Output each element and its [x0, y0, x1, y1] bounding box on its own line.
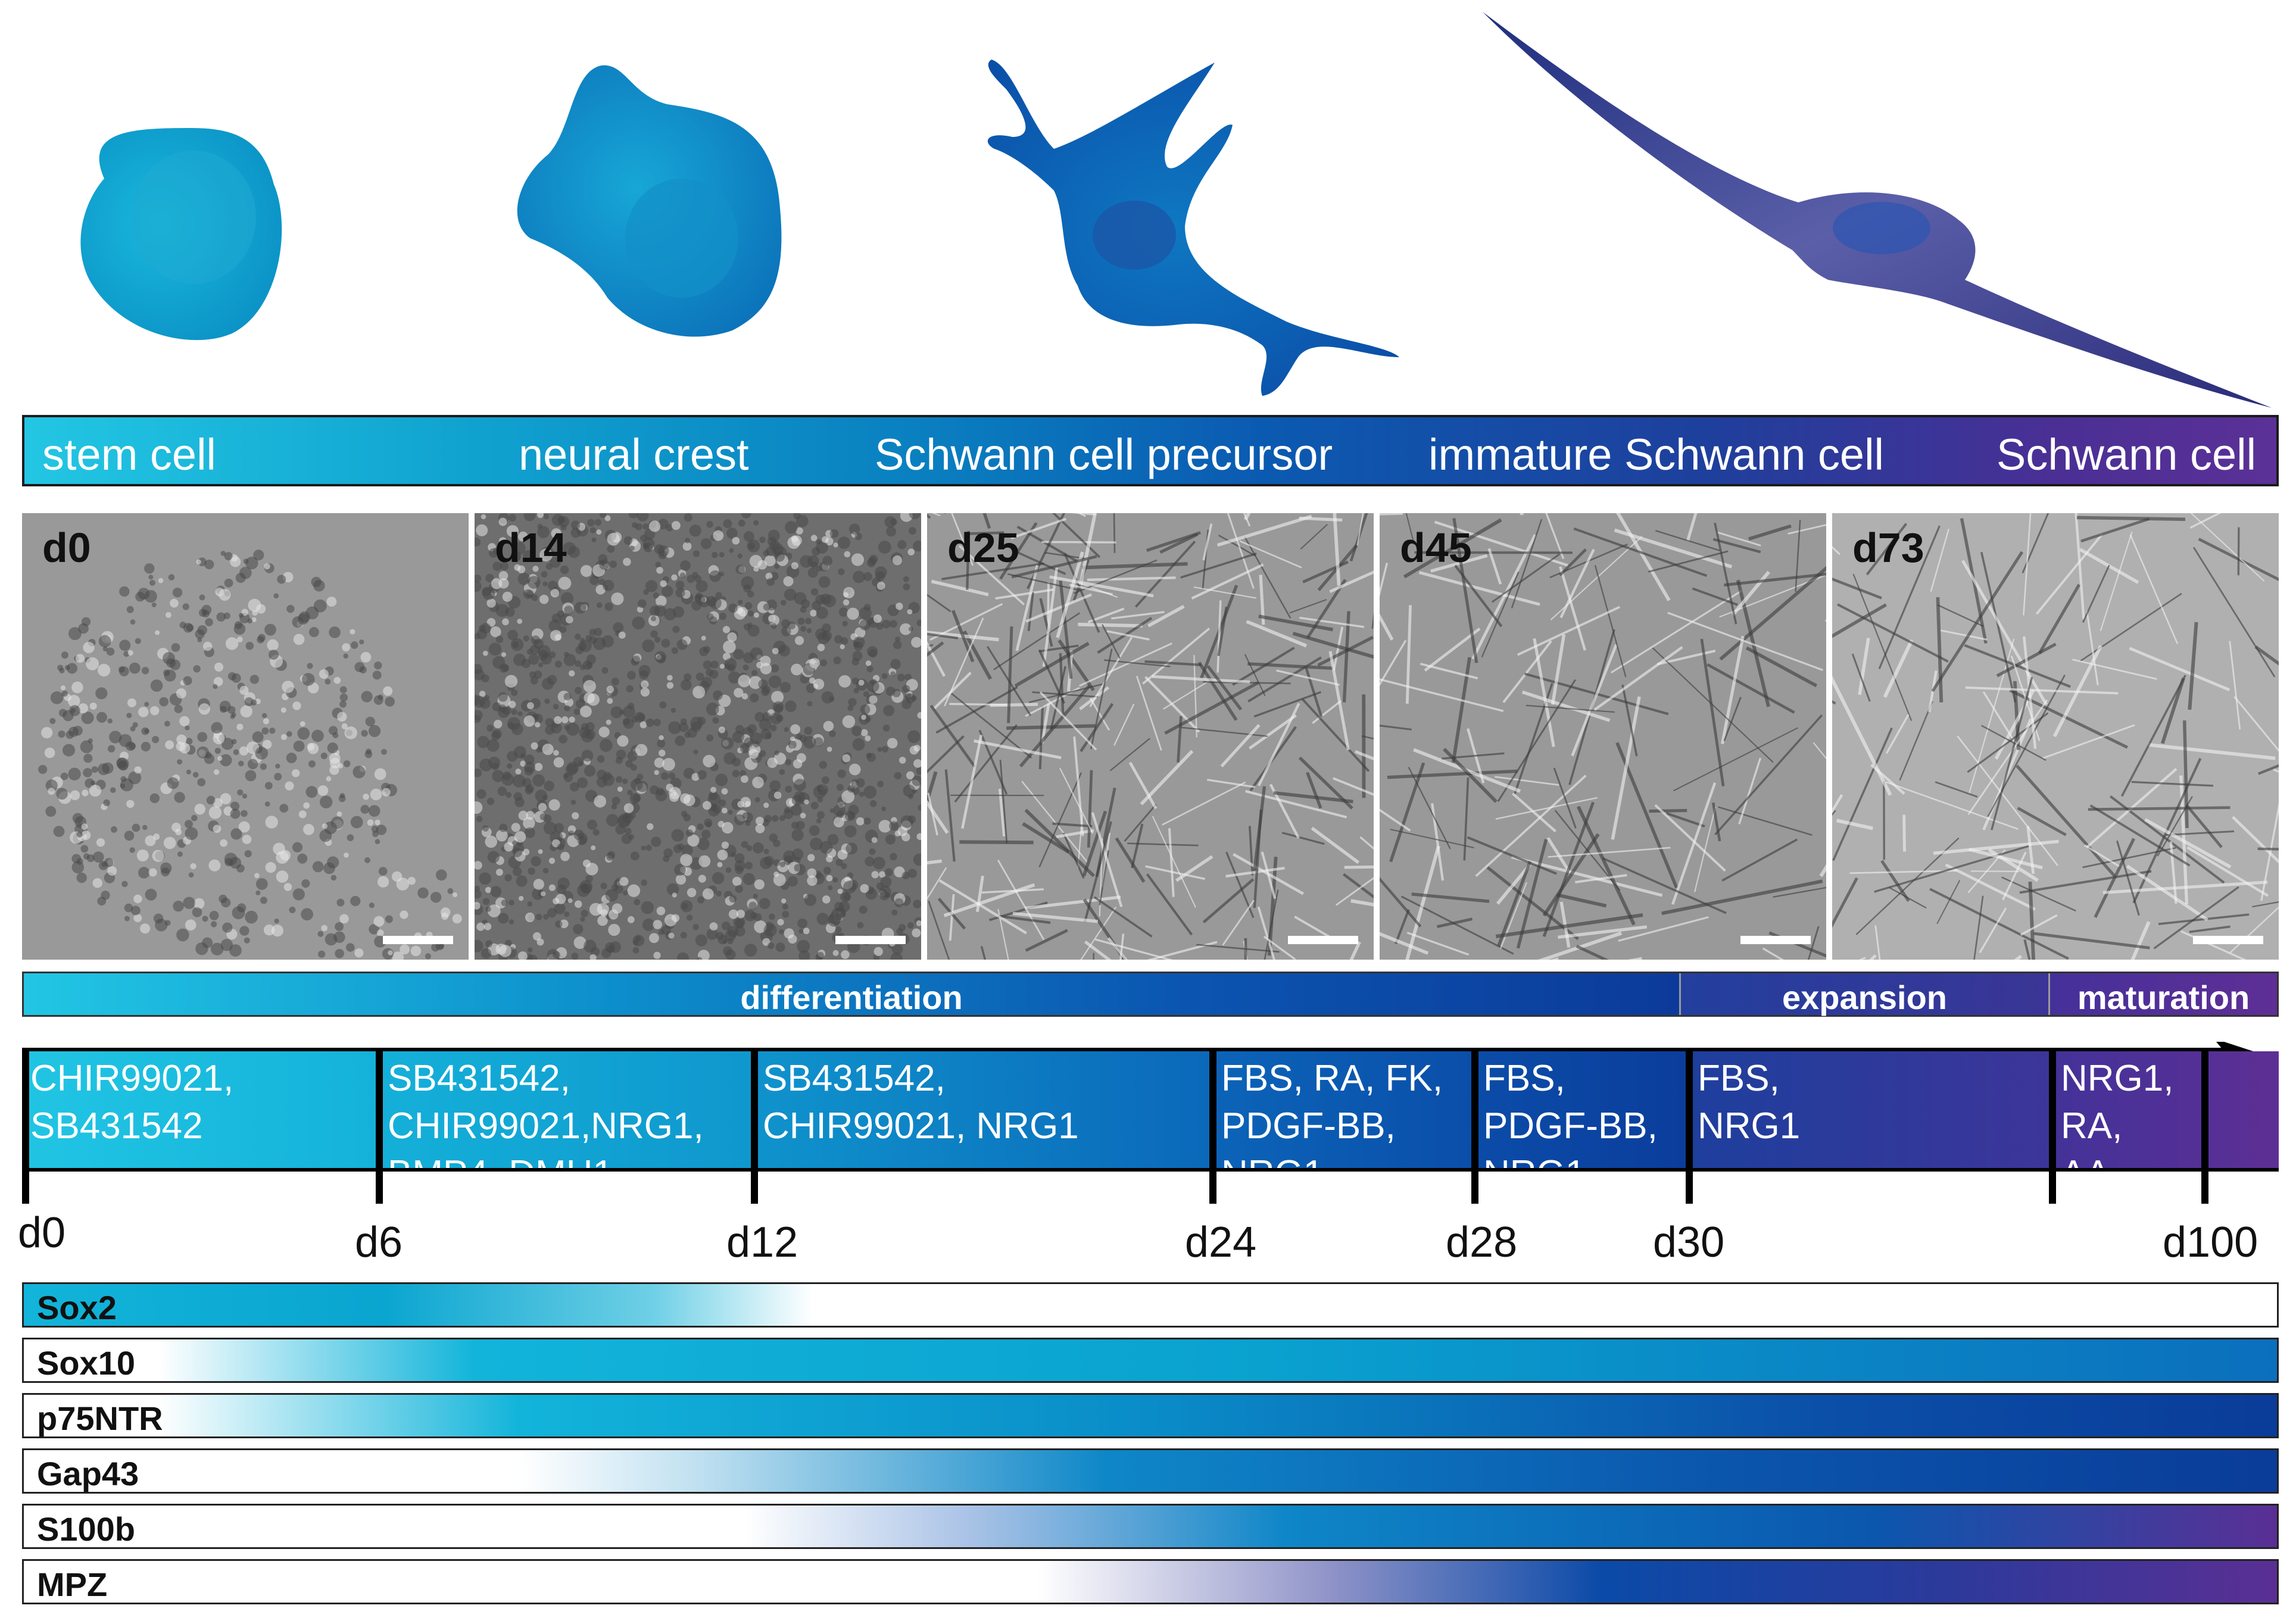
marker-bar-s100b: S100b: [22, 1504, 2279, 1549]
micrograph-d45: d45: [1380, 513, 1826, 960]
phase-differentiation: differentiation: [24, 973, 1679, 1016]
timeline-segment-d28-d30: FBS, PDGF-BB, NRG1: [1475, 1051, 1689, 1194]
day-label-d0: d0: [18, 1209, 66, 1257]
timeline-segment-maturation: NRG1, RA, AA: [2052, 1051, 2279, 1194]
day-label-d28: d28: [1446, 1219, 1518, 1266]
phase-maturation: maturation: [2048, 973, 2277, 1016]
day-label-d100: d100: [2163, 1219, 2258, 1266]
timeline-segment-d30: FBS, NRG1: [1689, 1051, 2052, 1170]
day-label-d24: d24: [1185, 1219, 1257, 1266]
marker-label: S100b: [37, 1510, 135, 1548]
micrograph-d14: d14: [475, 513, 921, 960]
phase-bar: differentiation expansion maturation: [22, 972, 2279, 1017]
timeline-baseline: [22, 1168, 2279, 1172]
stem-cell-illustration: [80, 128, 282, 341]
micrograph-d73: d73: [1832, 513, 2279, 960]
marker-bar-sox10: Sox10: [22, 1338, 2279, 1383]
timeline-tick: [751, 1048, 758, 1204]
segment-treatments: FBS, NRG1: [1698, 1058, 1801, 1147]
micrograph-row: d0 d14 d25 d45 d73: [22, 513, 2279, 960]
phase-expansion: expansion: [1679, 973, 2048, 1016]
segment-treatments: SB431542, CHIR99021, NRG1: [763, 1058, 1079, 1147]
timeline-tick: [2049, 1048, 2056, 1204]
cell-illustrations: [80, 12, 2272, 408]
day-label-d30: d30: [1653, 1219, 1725, 1266]
phase-label: maturation: [2077, 979, 2250, 1016]
micrograph-day-label: d25: [947, 524, 1019, 571]
scale-bar: [835, 936, 906, 944]
segment-treatments: CHIR99021, SB431542: [30, 1058, 234, 1147]
stage-label-schwann-cell-precursor: Schwann cell precursor: [875, 430, 1333, 479]
treatment-timeline: CHIR99021, SB431542 SB431542, CHIR99021,NR…: [22, 1042, 2279, 1204]
micrograph-day-label: d0: [42, 524, 91, 571]
marker-bar-p75ntr: p75NTR: [22, 1393, 2279, 1438]
timeline-tick: [376, 1048, 383, 1204]
schwann-cell-precursor-illustration: [987, 60, 1399, 396]
schwann-cell-illustration: [1483, 12, 2272, 408]
timeline-tick: [1686, 1048, 1693, 1204]
day-label-d6: d6: [355, 1219, 403, 1266]
scale-bar: [1740, 936, 1811, 944]
segment-treatments: FBS, PDGF-BB, NRG1: [1483, 1058, 1658, 1194]
timeline-segment-d24-d28: FBS, RA, FK, PDGF-BB, NRG1: [1213, 1051, 1475, 1194]
segment-treatments: FBS, RA, FK, PDGF-BB, NRG1: [1221, 1058, 1443, 1194]
micrograph-day-label: d14: [495, 524, 567, 571]
micrograph-d25: d25: [927, 513, 1374, 960]
scale-bar: [1288, 936, 1358, 944]
marker-label: Sox10: [37, 1344, 135, 1382]
segment-treatments: SB431542, CHIR99021,NRG1, BMP4, DMH1: [388, 1058, 704, 1194]
phase-label: expansion: [1782, 979, 1947, 1016]
segment-treatments: NRG1, RA, AA: [2061, 1058, 2174, 1194]
stage-label-neural-crest: neural crest: [519, 430, 749, 479]
marker-label: Gap43: [37, 1455, 139, 1492]
timeline-tick: [22, 1048, 29, 1204]
timeline-tick: [1209, 1048, 1216, 1204]
timeline-segment-d0-d6: CHIR99021, SB431542: [22, 1051, 379, 1170]
marker-bar-sox2: Sox2: [22, 1282, 2279, 1328]
neural-crest-illustration: [517, 65, 782, 337]
day-label-d12: d12: [726, 1219, 798, 1266]
phase-label: differentiation: [740, 979, 963, 1016]
timeline-tick: [2201, 1048, 2208, 1204]
timeline-segment-d6-d12: SB431542, CHIR99021,NRG1, BMP4, DMH1: [379, 1051, 754, 1194]
scale-bar: [2193, 936, 2263, 944]
marker-label: MPZ: [37, 1566, 108, 1603]
marker-bar-gap43: Gap43: [22, 1448, 2279, 1494]
scale-bar: [383, 936, 453, 944]
marker-label: p75NTR: [37, 1400, 163, 1437]
timeline-segment-d12-d24: SB431542, CHIR99021, NRG1: [754, 1051, 1213, 1170]
micrograph-day-label: d73: [1852, 524, 1924, 571]
stage-label-schwann-cell: Schwann cell: [1996, 430, 2257, 479]
timeline-tick: [1471, 1048, 1478, 1204]
marker-label: Sox2: [37, 1289, 117, 1326]
micrograph-day-label: d45: [1400, 524, 1472, 571]
stage-label-stem-cell: stem cell: [42, 430, 216, 479]
micrograph-d0: d0: [22, 513, 469, 960]
stage-label-immature-schwann-cell: immature Schwann cell: [1428, 430, 1884, 479]
differentiation-stage-bar: stem cell neural crest Schwann cell prec…: [22, 415, 2279, 486]
marker-bar-mpz: MPZ: [22, 1559, 2279, 1604]
